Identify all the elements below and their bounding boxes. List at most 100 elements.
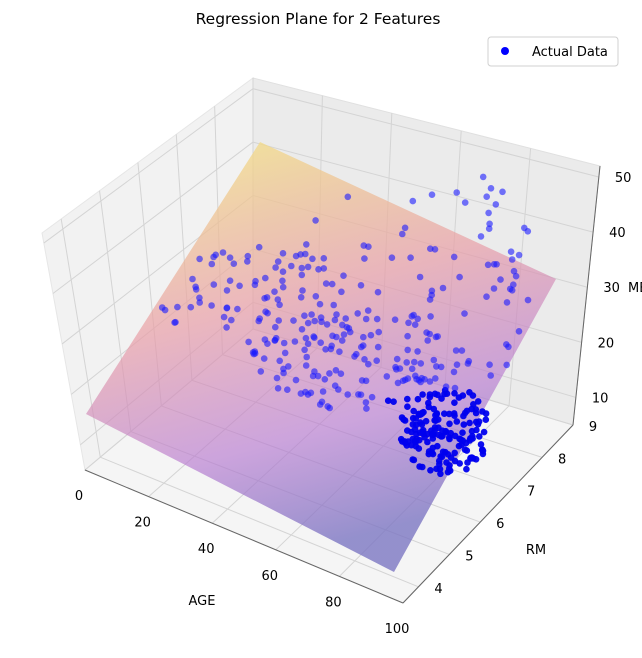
- data-point: [399, 230, 406, 238]
- data-point: [467, 435, 474, 442]
- data-point: [464, 360, 472, 367]
- data-point: [468, 405, 476, 413]
- data-point: [411, 358, 418, 366]
- data-point: [291, 338, 299, 345]
- data-point: [272, 264, 279, 271]
- data-point: [320, 265, 328, 272]
- data-point: [391, 316, 399, 324]
- data-point: [404, 395, 411, 403]
- data-point: [416, 463, 423, 470]
- data-point: [434, 333, 442, 340]
- data-point: [171, 319, 178, 326]
- data-point: [460, 421, 468, 428]
- data-point: [458, 347, 466, 354]
- data-point: [485, 225, 493, 232]
- data-point: [304, 340, 312, 348]
- x-axis-line: [84, 469, 404, 604]
- grid-z-left: [52, 141, 254, 294]
- data-point: [322, 346, 329, 353]
- data-point: [437, 363, 445, 371]
- data-point: [196, 299, 203, 306]
- data-point: [436, 460, 443, 468]
- data-point: [342, 315, 350, 322]
- data-point: [317, 314, 325, 321]
- data-point: [288, 262, 295, 270]
- y-tick-label: 9: [589, 420, 597, 435]
- data-point: [358, 377, 366, 384]
- data-point: [433, 410, 441, 417]
- data-point: [419, 391, 426, 398]
- data-point: [409, 414, 417, 422]
- data-point: [410, 311, 417, 319]
- y-axis-label: RM: [526, 543, 546, 558]
- data-point: [499, 188, 506, 196]
- data-point: [279, 268, 287, 276]
- data-point: [524, 296, 532, 304]
- data-point: [187, 303, 195, 311]
- data-point: [450, 410, 458, 417]
- data-point: [466, 419, 473, 427]
- data-point: [363, 405, 370, 412]
- data-point: [337, 370, 345, 378]
- data-point: [408, 441, 415, 449]
- data-point: [414, 348, 421, 355]
- data-point: [273, 374, 281, 382]
- x-axis-label: AGE: [189, 594, 216, 609]
- z-axis-label: MEDV: [628, 281, 642, 296]
- data-point: [323, 321, 331, 328]
- data-point: [410, 456, 418, 464]
- data-point: [453, 361, 461, 369]
- data-point: [354, 310, 362, 317]
- data-point: [428, 191, 436, 198]
- y-tick-label: 5: [465, 549, 473, 564]
- data-point: [507, 248, 515, 255]
- data-point: [425, 403, 433, 411]
- data-point: [375, 328, 383, 336]
- z-tick-label: 50: [615, 171, 632, 186]
- data-point: [434, 442, 441, 450]
- data-point: [485, 209, 492, 217]
- data-point: [456, 435, 463, 443]
- data-point: [428, 427, 435, 435]
- data-point: [244, 252, 252, 260]
- data-point: [456, 273, 463, 281]
- data-point: [430, 356, 438, 364]
- data-point: [483, 293, 490, 301]
- data-point: [344, 193, 352, 201]
- x-tick-label: 60: [262, 569, 279, 584]
- data-point: [451, 384, 459, 392]
- data-point: [328, 280, 336, 288]
- data-point: [361, 356, 368, 363]
- data-point: [453, 189, 461, 196]
- data-point: [336, 348, 343, 356]
- data-point: [360, 333, 367, 341]
- data-point: [328, 342, 336, 350]
- data-point: [426, 378, 434, 385]
- data-point: [462, 439, 470, 447]
- data-point: [451, 449, 459, 457]
- data-point: [437, 470, 444, 478]
- data-point: [189, 275, 196, 283]
- data-point: [450, 368, 458, 376]
- data-point: [420, 408, 427, 416]
- data-point: [244, 258, 251, 265]
- data-point: [279, 283, 287, 291]
- data-point: [362, 315, 370, 323]
- data-point: [272, 323, 279, 331]
- data-point: [196, 255, 203, 263]
- data-point: [302, 334, 310, 342]
- data-point: [510, 281, 517, 289]
- data-point: [452, 347, 460, 354]
- data-point: [477, 233, 485, 240]
- data-point: [262, 274, 269, 282]
- data-point: [331, 382, 339, 390]
- data-point: [304, 263, 312, 271]
- y-tick-label: 8: [558, 452, 566, 467]
- data-point: [383, 373, 391, 380]
- data-point: [311, 317, 319, 325]
- data-point: [284, 386, 291, 394]
- data-point: [451, 399, 458, 407]
- legend: Actual Data: [487, 36, 619, 67]
- data-point: [255, 243, 263, 251]
